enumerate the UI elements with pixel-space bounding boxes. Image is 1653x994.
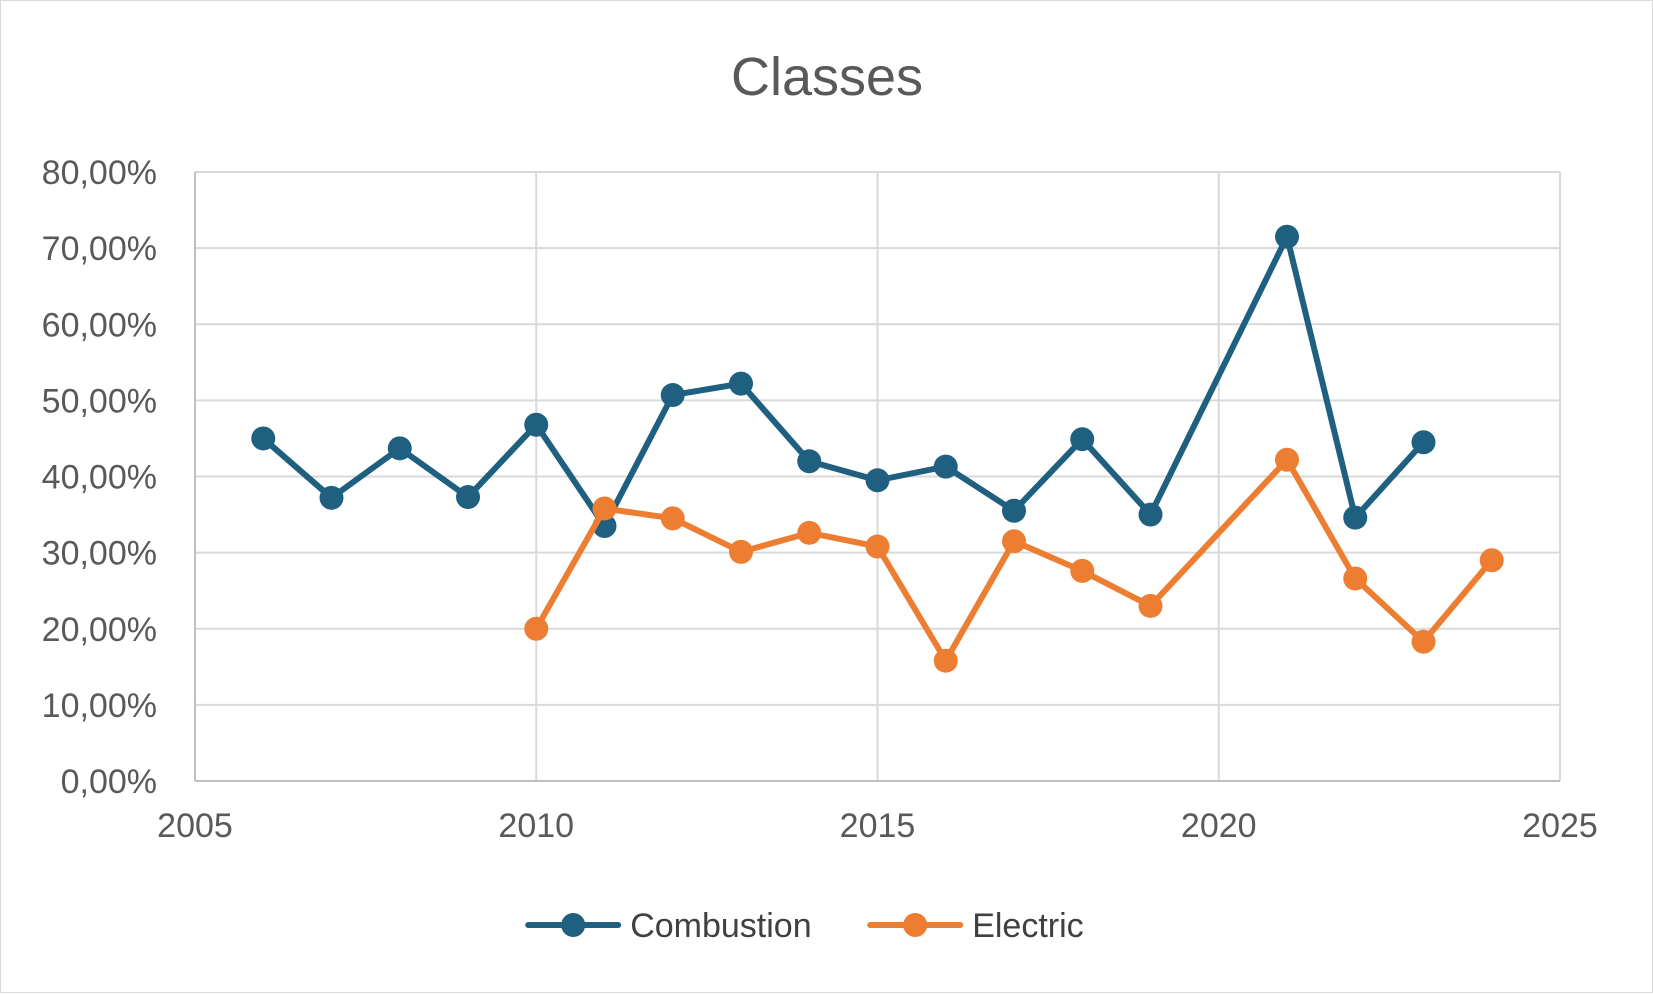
x-tick-label: 2025 — [1522, 807, 1598, 845]
data-point-electric[interactable] — [1343, 566, 1368, 591]
data-point-combustion[interactable] — [1343, 505, 1368, 530]
chart-title: Classes — [731, 47, 923, 107]
data-point-combustion[interactable] — [251, 426, 276, 451]
data-point-combustion[interactable] — [865, 468, 890, 493]
x-tick-label: 2020 — [1181, 807, 1257, 845]
data-point-electric[interactable] — [729, 539, 753, 564]
y-tick-label: 30,00% — [42, 535, 157, 573]
legend-item-electric[interactable]: Electric — [867, 907, 1084, 945]
data-point-electric[interactable] — [1479, 548, 1504, 573]
data-point-combustion[interactable] — [1411, 430, 1436, 455]
series-line-combustion — [260, 233, 1427, 529]
legend-item-combustion[interactable]: Combustion — [525, 907, 812, 945]
data-point-combustion[interactable] — [660, 383, 685, 408]
series-lines — [251, 224, 1504, 673]
y-tick-label: 10,00% — [42, 687, 157, 725]
data-point-electric[interactable] — [1002, 529, 1026, 554]
data-point-combustion[interactable] — [456, 485, 480, 510]
data-point-combustion[interactable] — [729, 371, 753, 396]
data-point-electric[interactable] — [660, 506, 685, 531]
x-tick-label: 2005 — [157, 807, 233, 845]
data-point-electric[interactable] — [592, 496, 617, 521]
x-tick-label: 2010 — [498, 807, 574, 845]
y-tick-label: 20,00% — [42, 611, 157, 649]
data-point-combustion[interactable] — [1275, 224, 1299, 249]
x-tick-label: 2015 — [840, 807, 916, 845]
series-electric — [524, 447, 1504, 673]
data-point-electric[interactable] — [1138, 593, 1163, 618]
data-point-combustion[interactable] — [1138, 502, 1163, 527]
data-point-electric[interactable] — [1275, 447, 1299, 472]
data-point-combustion[interactable] — [524, 412, 549, 437]
y-tick-label: 50,00% — [42, 382, 157, 420]
data-point-electric[interactable] — [1411, 629, 1436, 654]
data-point-combustion[interactable] — [933, 454, 958, 479]
data-point-combustion[interactable] — [1002, 498, 1026, 523]
y-tick-label: 0,00% — [61, 763, 157, 801]
y-tick-label: 70,00% — [42, 230, 157, 268]
legend[interactable]: Combustion Electric — [525, 907, 1084, 945]
legend-label-electric: Electric — [972, 907, 1083, 945]
legend-marker-combustion — [561, 913, 586, 937]
y-tick-label: 80,00% — [42, 154, 157, 192]
data-point-combustion[interactable] — [1070, 427, 1095, 452]
data-point-electric[interactable] — [933, 648, 958, 673]
series-line-electric — [533, 456, 1495, 664]
legend-label-combustion: Combustion — [630, 907, 811, 945]
data-point-electric[interactable] — [797, 520, 822, 545]
data-point-electric[interactable] — [524, 616, 549, 641]
data-point-electric[interactable] — [865, 534, 890, 559]
data-point-electric[interactable] — [1070, 558, 1095, 583]
data-point-combustion[interactable] — [797, 449, 822, 474]
data-point-combustion[interactable] — [319, 485, 344, 510]
axes: 0,00% 10,00% 20,00% 30,00% 40,00% 50,00% 60,00… — [42, 154, 1598, 845]
series-combustion — [251, 224, 1436, 538]
y-tick-label: 60,00% — [42, 306, 157, 344]
data-point-combustion[interactable] — [387, 436, 412, 461]
legend-marker-electric — [903, 913, 928, 937]
y-tick-label: 40,00% — [42, 459, 157, 497]
